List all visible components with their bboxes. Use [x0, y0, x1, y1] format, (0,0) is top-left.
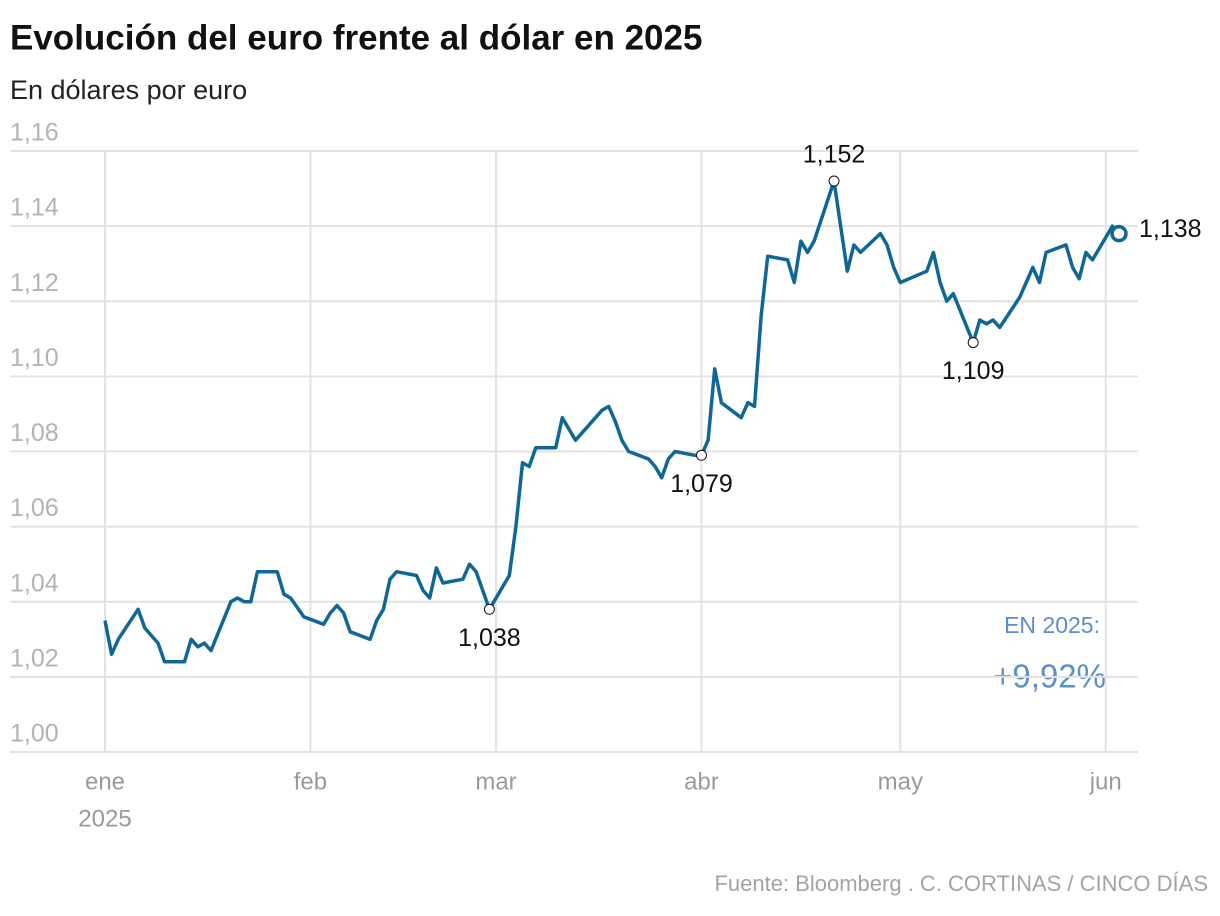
change-title: EN 2025:: [1004, 612, 1100, 638]
x-tick-label: ene: [85, 768, 125, 795]
x-tick-label: feb: [294, 768, 327, 795]
y-tick-label: 1,02: [10, 644, 59, 672]
source: Fuente: Bloomberg . C. CORTINAS / CINCO …: [714, 871, 1208, 896]
y-tick-label: 1,14: [10, 194, 59, 222]
annotation-marker: [483, 603, 495, 615]
y-tick-label: 1,00: [10, 720, 59, 748]
x-tick-label: abr: [684, 768, 719, 795]
y-tick-label: 1,06: [10, 494, 59, 522]
annotation-marker: [967, 337, 979, 349]
chart-title: Evolución del euro frente al dólar en 20…: [10, 18, 702, 57]
annotation-label: 1,079: [670, 470, 733, 498]
y-tick-label: 1,04: [10, 569, 59, 597]
y-tick-label: 1,10: [10, 344, 59, 372]
year-label: 2025: [78, 805, 131, 832]
annotation-marker: [828, 175, 840, 187]
annotation-marker: [695, 449, 707, 461]
end-marker: [1110, 224, 1128, 243]
y-tick-label: 1,08: [10, 419, 59, 447]
y-tick-label: 1,16: [10, 119, 59, 147]
annotation-label: 1,138: [1139, 215, 1202, 243]
annotation-label: 1,109: [942, 357, 1005, 385]
x-tick-label: may: [878, 768, 923, 795]
y-tick-label: 1,12: [10, 269, 59, 297]
annotation-label: 1,152: [803, 141, 866, 169]
x-tick-label: jun: [1089, 768, 1122, 795]
chart-subtitle: En dólares por euro: [10, 75, 247, 105]
series-line: [103, 179, 1121, 664]
x-tick-label: mar: [475, 768, 516, 795]
annotation-label: 1,038: [458, 624, 521, 652]
